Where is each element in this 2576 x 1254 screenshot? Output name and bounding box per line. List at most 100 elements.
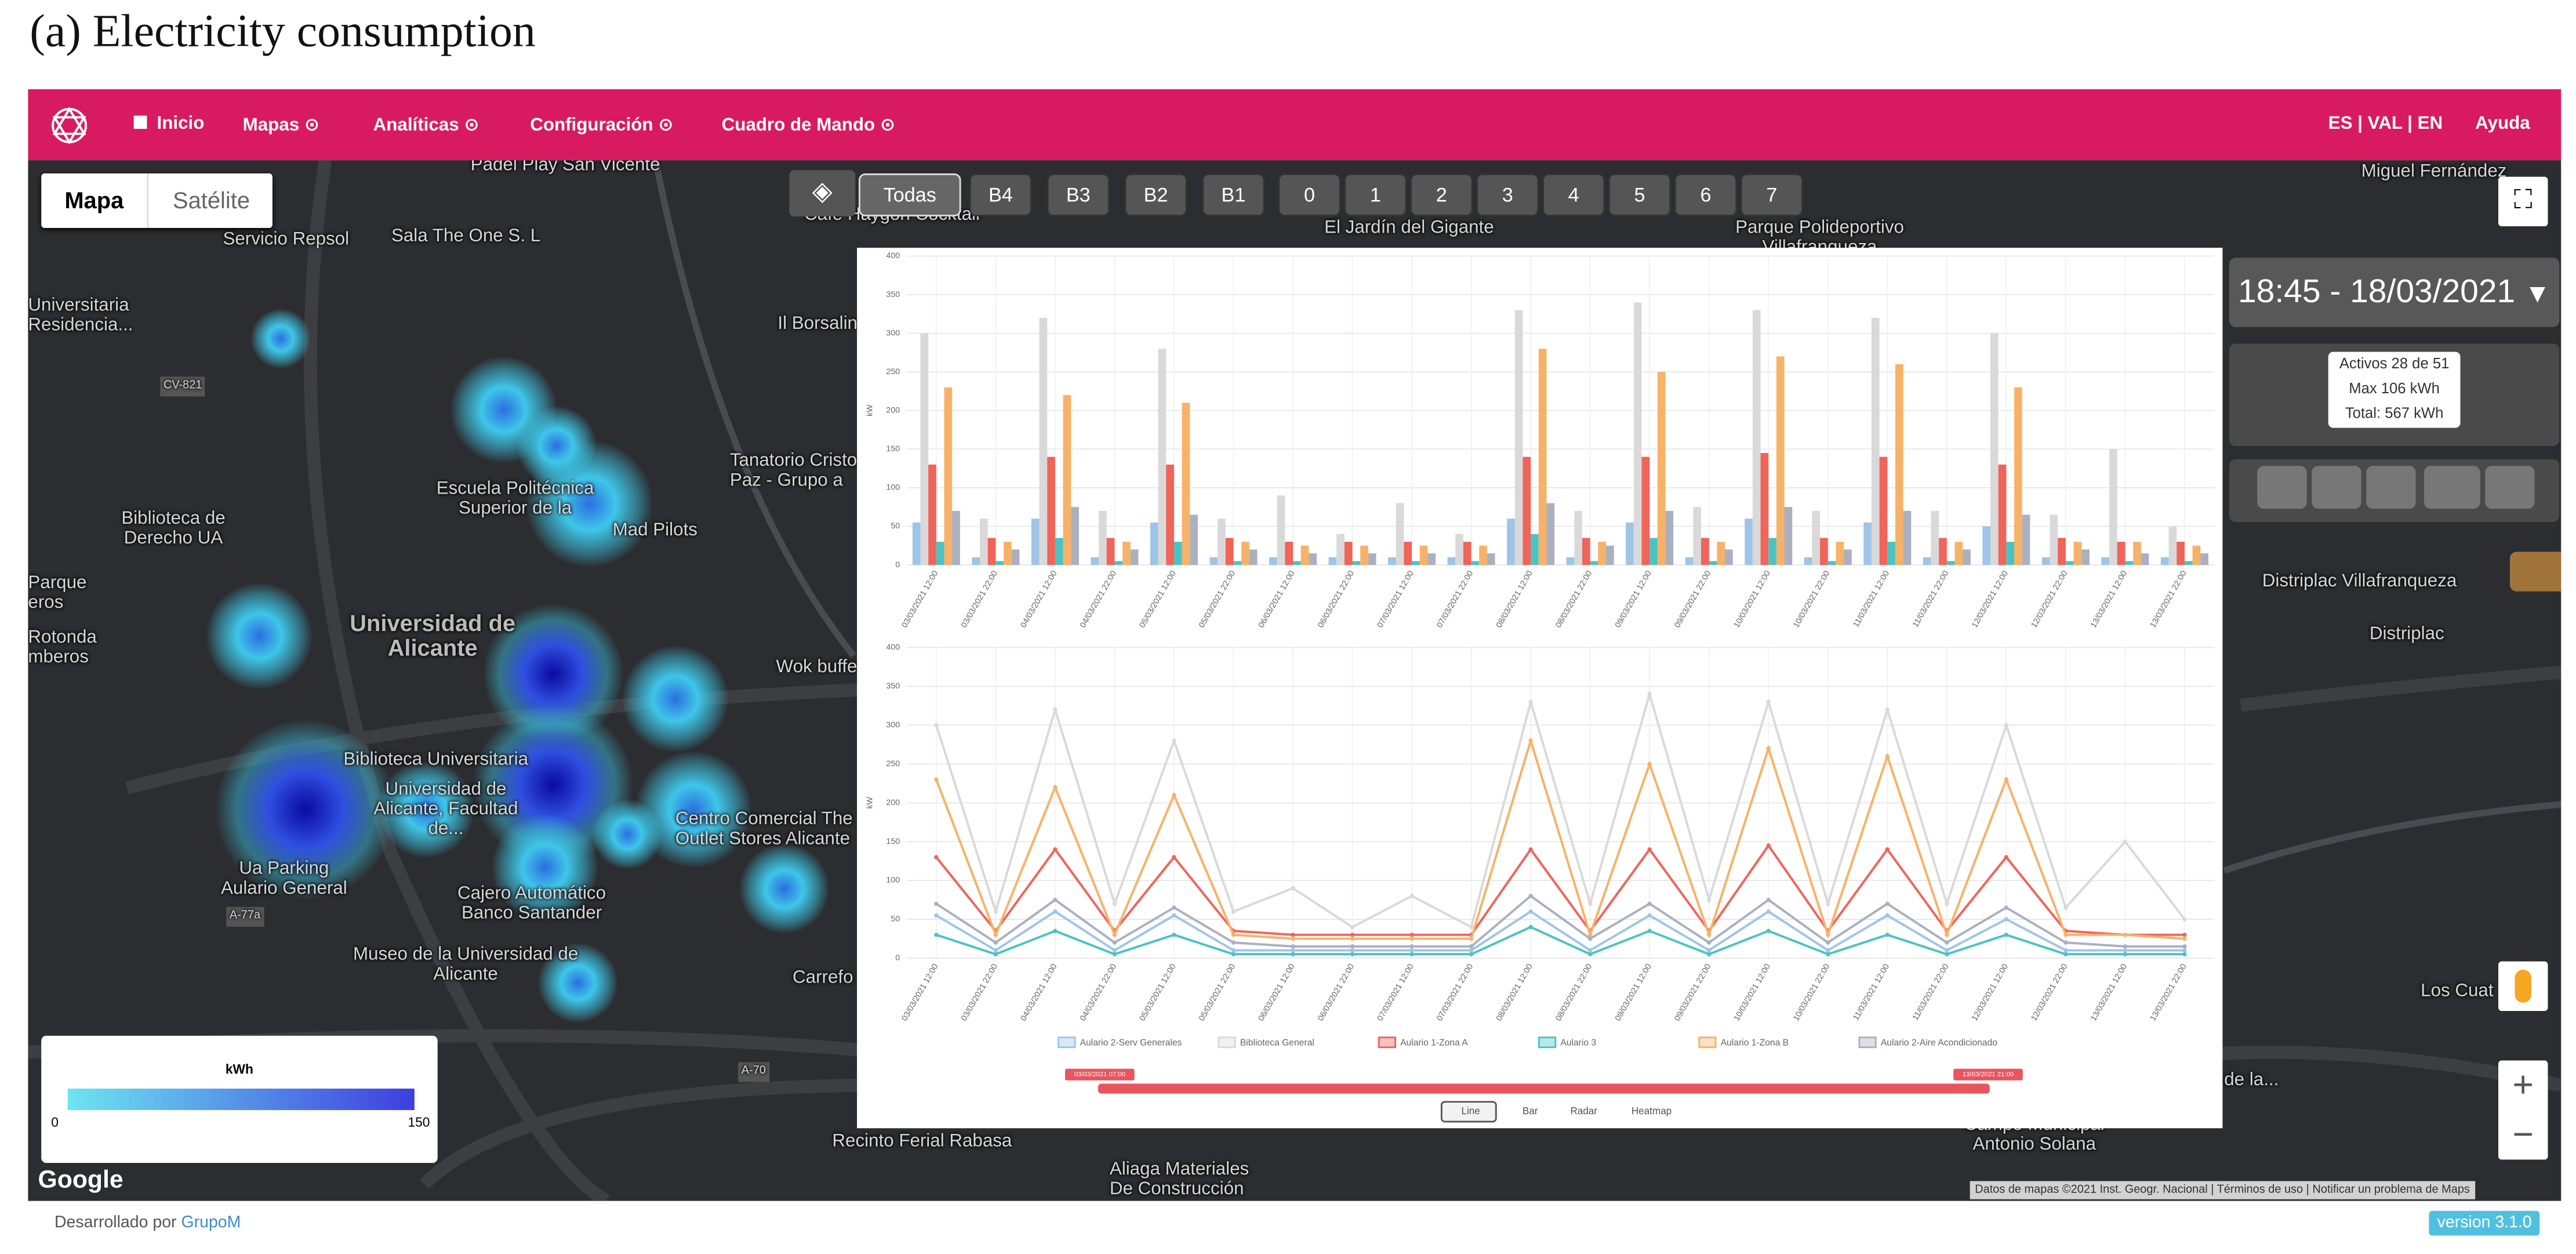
bar bbox=[1657, 372, 1666, 566]
heat-spot bbox=[206, 583, 313, 689]
street-view-button[interactable] bbox=[2498, 961, 2548, 1011]
chart-type-button[interactable]: Radar bbox=[1550, 1101, 1608, 1122]
line bbox=[935, 843, 2185, 936]
floor-button[interactable]: 1 bbox=[1346, 175, 1405, 215]
help-link[interactable]: Ayuda bbox=[2475, 114, 2530, 134]
layers-button[interactable]: ◈ bbox=[789, 170, 856, 217]
legend-swatch bbox=[1378, 1036, 1396, 1049]
point bbox=[2123, 944, 2128, 949]
tool-button[interactable] bbox=[2257, 466, 2307, 509]
point bbox=[1291, 944, 1295, 949]
tool-button[interactable] bbox=[2424, 466, 2480, 509]
time-display[interactable]: 18:45 - 18/03/2021 ▼ bbox=[2229, 258, 2560, 327]
road-label: A-70 bbox=[738, 1062, 769, 1082]
nav-home[interactable]: Inicio bbox=[133, 114, 204, 134]
point bbox=[1587, 936, 1593, 941]
floor-button[interactable]: 3 bbox=[1477, 175, 1538, 215]
bar bbox=[1300, 545, 1309, 566]
x-tick-label: 06/03/2021 22:00 bbox=[1316, 569, 1356, 629]
x-tick-label: 07/03/2021 22:00 bbox=[1435, 962, 1475, 1023]
floor-button[interactable]: 6 bbox=[1676, 175, 1736, 215]
floor-button[interactable]: 2 bbox=[1412, 175, 1472, 215]
map-type-button[interactable]: Mapa bbox=[64, 186, 124, 213]
map-label: Museo de la Universidad de Alicante bbox=[353, 945, 579, 985]
point bbox=[1945, 932, 1949, 937]
bar bbox=[1404, 542, 1412, 566]
bar bbox=[2081, 549, 2090, 566]
bar bbox=[1693, 507, 1702, 566]
point bbox=[2004, 777, 2009, 782]
summary-line: Total: 567 kWh bbox=[2345, 404, 2444, 422]
figure-title: (a) Electricity consumption bbox=[30, 6, 536, 58]
y-tick-label: 0 bbox=[895, 560, 900, 570]
x-tick-label: 10/03/2021 22:00 bbox=[1792, 569, 1832, 629]
tool-button[interactable] bbox=[2312, 466, 2361, 509]
point bbox=[934, 855, 939, 860]
footer-link[interactable]: GrupoM bbox=[181, 1214, 241, 1233]
bar bbox=[1233, 561, 1242, 566]
floor-button[interactable]: B2 bbox=[1126, 175, 1186, 215]
point bbox=[2004, 855, 2009, 860]
heat-spot bbox=[378, 762, 474, 857]
x-tick-label: 12/03/2021 12:00 bbox=[1970, 962, 2010, 1023]
bar bbox=[1285, 542, 1293, 566]
nav-analytics[interactable]: Analíticas ⊙ bbox=[373, 115, 479, 136]
attribution-link[interactable]: Notificar un problema de Maps bbox=[2312, 1184, 2470, 1196]
logo[interactable] bbox=[48, 104, 91, 147]
chart-type-button[interactable]: Line bbox=[1440, 1101, 1497, 1123]
floor-button[interactable]: 7 bbox=[1742, 175, 1802, 215]
tool-button[interactable] bbox=[2366, 466, 2416, 509]
point bbox=[2004, 917, 2009, 922]
point bbox=[993, 952, 998, 956]
bar bbox=[987, 538, 996, 566]
x-tick-label: 13/03/2021 22:00 bbox=[2148, 962, 2188, 1023]
point bbox=[1706, 932, 1712, 937]
floor-button[interactable]: 4 bbox=[1543, 175, 1604, 215]
button-frame bbox=[1440, 1101, 1497, 1123]
nav-config[interactable]: Configuración ⊙ bbox=[530, 115, 674, 136]
tool-bar bbox=[2229, 459, 2560, 522]
bar bbox=[2184, 561, 2193, 566]
point bbox=[1766, 929, 1771, 933]
floor-button[interactable]: B4 bbox=[971, 175, 1031, 215]
floor-button[interactable]: 0 bbox=[1280, 175, 1339, 215]
x-tick-label: 13/03/2021 12:00 bbox=[2089, 962, 2129, 1023]
bar bbox=[1633, 302, 1642, 566]
point bbox=[1172, 913, 1176, 918]
charts: 0 50 100 150 200 250 300 350 400 kW 03/03/2021 12:… bbox=[866, 251, 2215, 1123]
bar bbox=[1954, 542, 1963, 566]
point bbox=[1172, 738, 1176, 743]
point bbox=[1112, 952, 1117, 956]
google-logo: Google bbox=[38, 1166, 123, 1195]
x-tick-label: 04/03/2021 12:00 bbox=[1019, 962, 1059, 1023]
point bbox=[934, 913, 939, 918]
map-type-button[interactable]: Satélite bbox=[147, 173, 274, 229]
bar bbox=[952, 510, 960, 566]
nav-maps[interactable]: Mapas ⊙ bbox=[242, 115, 320, 136]
y-axis-label: kW bbox=[866, 796, 875, 809]
fullscreen-button[interactable]: ⛶ bbox=[2498, 176, 2548, 227]
tool-button[interactable] bbox=[2485, 466, 2535, 509]
point bbox=[1885, 901, 1890, 906]
floor-button[interactable]: Todas bbox=[860, 175, 960, 215]
language-switch[interactable]: ES | VAL | EN bbox=[2328, 114, 2443, 134]
chart-type-button[interactable]: Heatmap bbox=[1611, 1101, 1684, 1122]
nav-dashboard[interactable]: Cuadro de Mando ⊙ bbox=[721, 115, 896, 136]
side-toggle[interactable] bbox=[2509, 552, 2562, 592]
point bbox=[1587, 948, 1593, 953]
point bbox=[2182, 952, 2187, 956]
floor-button[interactable]: B1 bbox=[1204, 175, 1263, 215]
floor-button[interactable]: B3 bbox=[1048, 175, 1109, 215]
attribution-link[interactable]: Términos de uso bbox=[2217, 1184, 2303, 1196]
point bbox=[1231, 940, 1236, 945]
bar bbox=[1939, 538, 1947, 566]
point bbox=[1469, 952, 1474, 956]
bar bbox=[1709, 561, 1717, 566]
floor-button[interactable]: 5 bbox=[1609, 175, 1670, 215]
chart-type-button[interactable]: Bar bbox=[1502, 1101, 1547, 1122]
bar bbox=[2022, 514, 2030, 566]
point bbox=[1409, 932, 1414, 937]
zoom-control[interactable]: + − bbox=[2498, 1060, 2548, 1160]
bar bbox=[2133, 542, 2141, 566]
bar bbox=[1923, 557, 1931, 566]
